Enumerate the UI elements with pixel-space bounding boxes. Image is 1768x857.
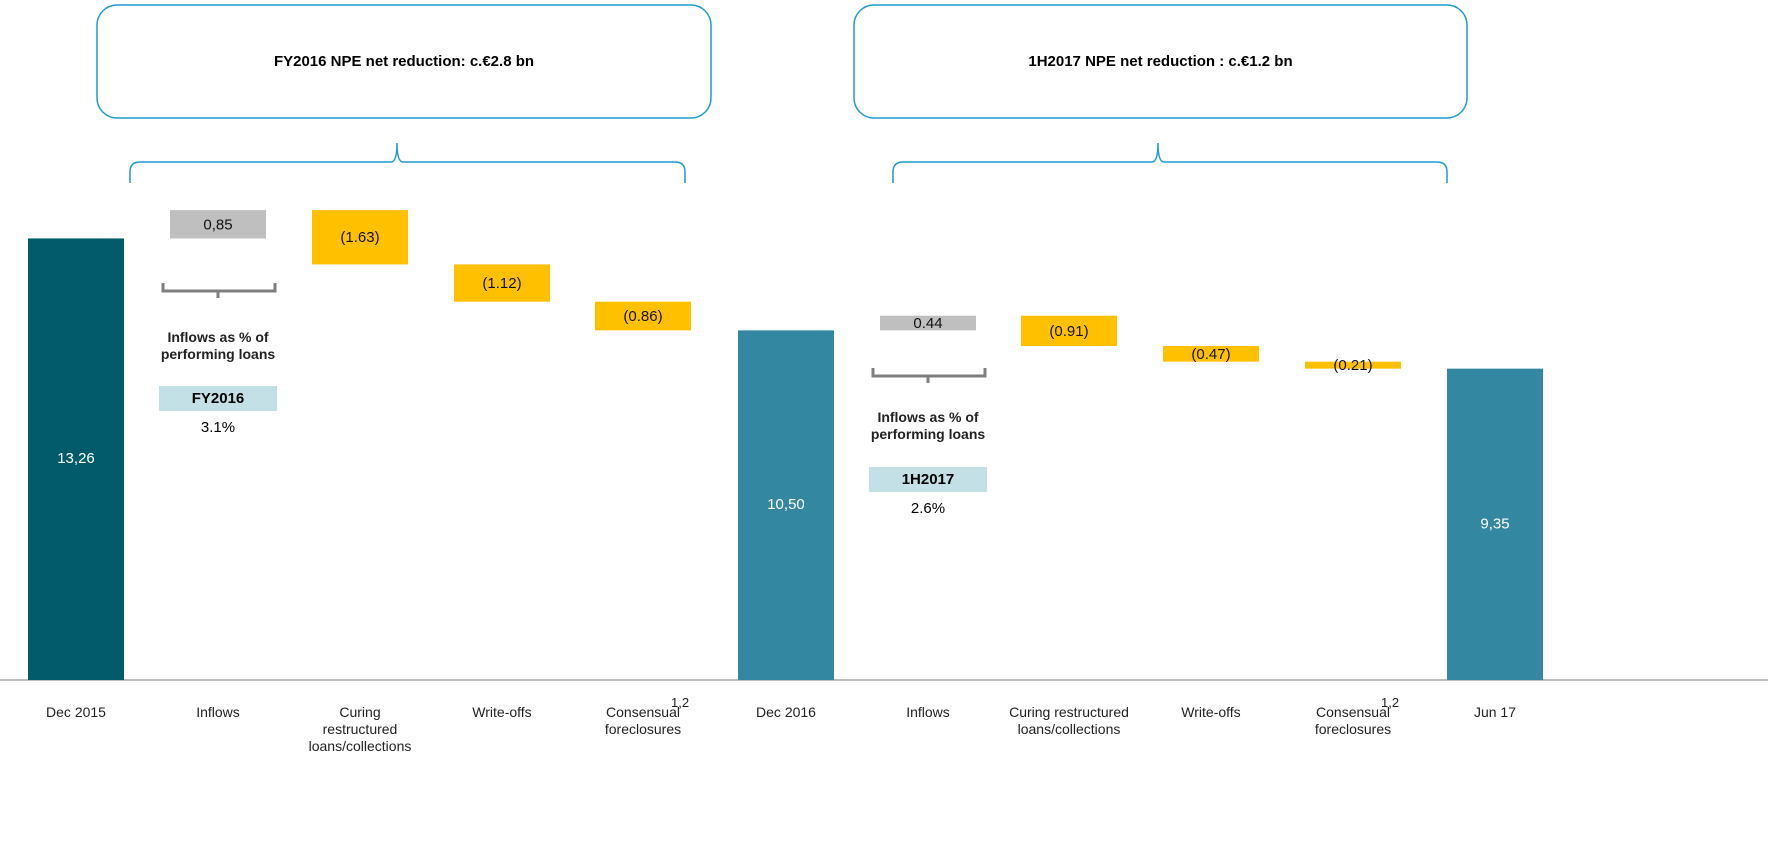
value-label: 9,35 xyxy=(1480,515,1509,532)
value-label: (0.86) xyxy=(623,308,662,325)
group-bracket xyxy=(129,142,686,183)
category-label: Jun 17 xyxy=(1473,704,1517,720)
category-label: Curing restructured loans/collections xyxy=(308,704,412,754)
bar xyxy=(1021,315,1117,347)
category-label: Dec 2016 xyxy=(756,704,816,720)
bar xyxy=(312,210,408,265)
period-box xyxy=(869,467,987,492)
value-label: 0,85 xyxy=(203,216,232,233)
value-label: (1.63) xyxy=(340,229,379,246)
value-label: (0.47) xyxy=(1191,346,1230,363)
superscript: 1,2 xyxy=(1381,695,1400,710)
category-label: Consensual foreclosures 1,2 xyxy=(604,695,690,737)
period-label: FY2016 xyxy=(192,390,245,407)
note-text: Inflows as % of performing loans xyxy=(870,409,986,442)
bar xyxy=(595,301,691,331)
period-box xyxy=(159,386,277,411)
value-label: 0.44 xyxy=(913,315,942,332)
bar xyxy=(454,264,550,302)
note-bracket xyxy=(161,283,277,298)
value-label: (1.12) xyxy=(482,275,521,292)
category-label: Inflows xyxy=(906,704,950,720)
note-text: Inflows as % of performing loans xyxy=(160,329,276,362)
value-label: (0.21) xyxy=(1333,357,1372,374)
group-box xyxy=(853,4,1468,119)
bar xyxy=(1305,361,1401,369)
note-bracket xyxy=(871,368,987,383)
category-label: Write-offs xyxy=(472,704,532,720)
value-label: 10,50 xyxy=(767,496,805,513)
bar xyxy=(880,315,976,331)
group-title: FY2016 NPE net reduction: c.€2.8 bn xyxy=(274,53,534,70)
category-label: Write-offs xyxy=(1181,704,1241,720)
bar xyxy=(28,238,124,680)
rate-label: 3.1% xyxy=(201,419,235,436)
value-label: (0.91) xyxy=(1049,323,1088,340)
group-box xyxy=(96,4,712,119)
bar xyxy=(1447,368,1543,680)
category-label: Inflows xyxy=(196,704,240,720)
rate-label: 2.6% xyxy=(911,500,945,517)
bar xyxy=(738,330,834,680)
period-label: 1H2017 xyxy=(902,471,955,488)
category-label: Consensual foreclosures 1,2 xyxy=(1314,695,1400,737)
superscript: 1,2 xyxy=(671,695,690,710)
bar xyxy=(1163,346,1259,362)
category-label: Dec 2015 xyxy=(46,704,106,720)
group-bracket xyxy=(892,142,1448,183)
category-label: Curing restructured loans/collections xyxy=(1009,704,1129,737)
value-label: 13,26 xyxy=(57,450,95,467)
bar xyxy=(170,210,266,239)
group-title: 1H2017 NPE net reduction : c.€1.2 bn xyxy=(1028,53,1292,70)
